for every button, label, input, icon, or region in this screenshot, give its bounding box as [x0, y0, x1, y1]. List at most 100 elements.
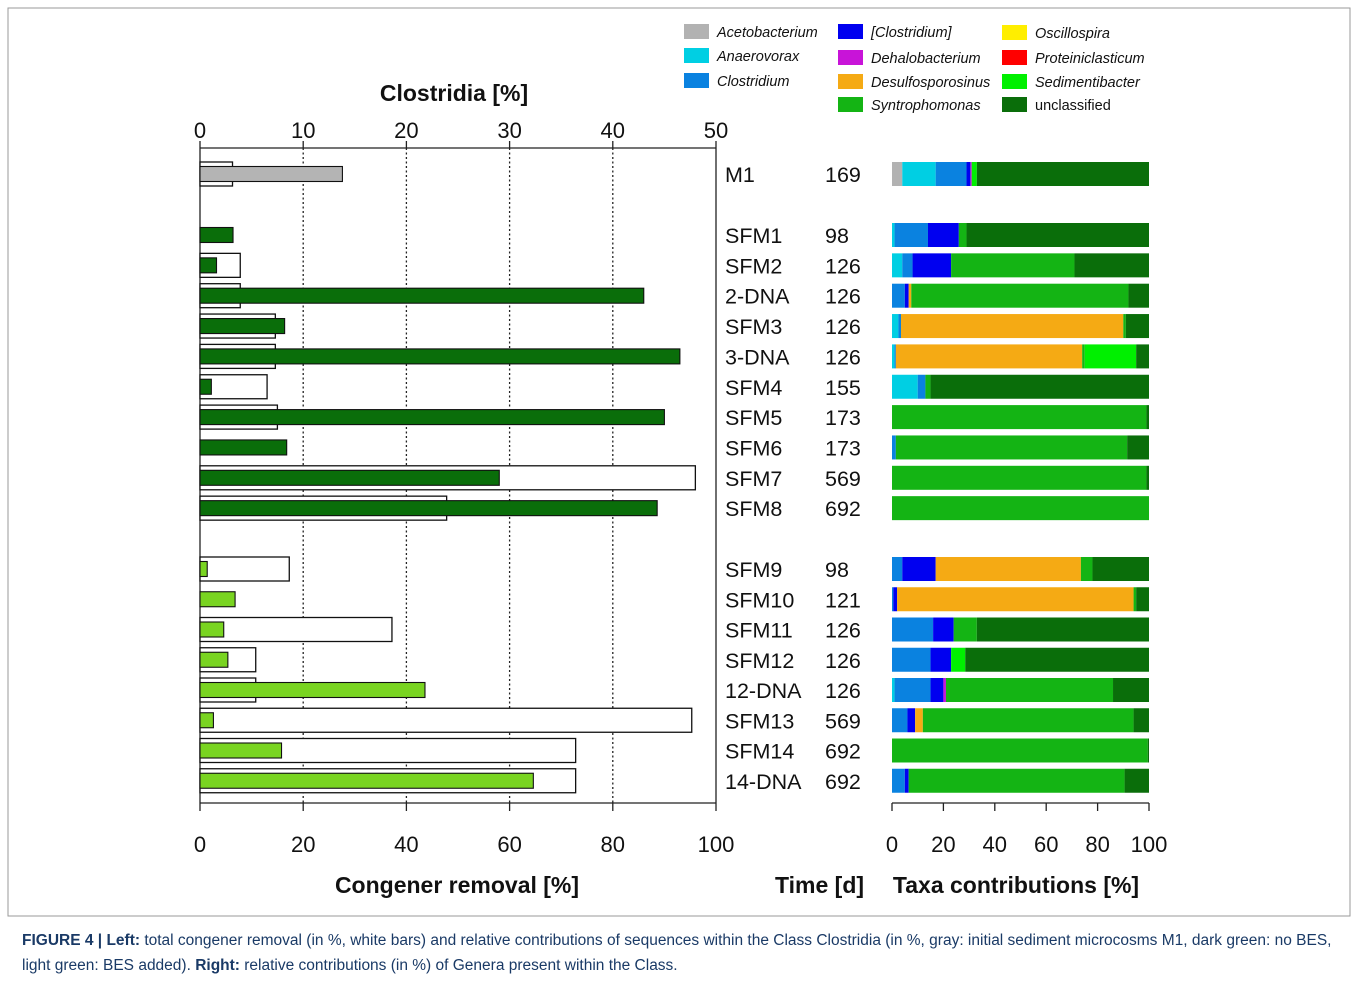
right-chart: 0 20 40 60 80 100 Taxa contributions [%] [886, 162, 1167, 898]
taxa-segment [925, 374, 931, 399]
sample-label: SFM13 [725, 709, 794, 733]
taxa-segment [900, 314, 1124, 339]
legend-swatch [838, 50, 863, 65]
top-tick-label: 30 [497, 118, 521, 143]
legend-swatch [684, 73, 709, 88]
time-value: 692 [825, 770, 861, 794]
taxa-segment [892, 496, 1149, 521]
sample-label: SFM5 [725, 406, 782, 430]
taxa-segment [892, 253, 903, 278]
legend-label: Desulfosporosinus [871, 75, 990, 91]
sample-label: SFM6 [725, 436, 782, 460]
taxa-segment [930, 374, 1149, 399]
clostridia-bar [199, 226, 234, 244]
clostridia-bar [199, 287, 645, 304]
clostridia-bar [199, 681, 426, 699]
sample-label: SFM2 [725, 254, 782, 278]
legend-swatch [838, 97, 863, 112]
legend-label: unclassified [1035, 98, 1111, 114]
taxa-tick-label: 20 [931, 832, 955, 857]
taxa-segment [1082, 344, 1085, 369]
removal-bar [199, 556, 290, 582]
time-value: 569 [825, 467, 861, 491]
legend-swatch [1002, 25, 1027, 40]
taxa-segment [930, 647, 952, 672]
taxa-segment [904, 768, 909, 793]
taxa-segment [892, 435, 896, 460]
clostridia-bar [199, 651, 229, 668]
taxa-segment [892, 223, 895, 247]
taxa-segment [892, 678, 895, 702]
taxa-segment [892, 617, 934, 642]
clostridia-bar [199, 165, 343, 183]
taxa-segment [1136, 587, 1149, 612]
taxa-segment [892, 587, 894, 612]
time-value: 126 [825, 315, 861, 339]
taxa-segment [1136, 344, 1149, 369]
taxa-segment [1113, 678, 1149, 702]
taxa-segment [912, 253, 952, 278]
taxa-segment [892, 374, 918, 399]
sample-label: SFM14 [725, 740, 794, 764]
taxa-segment [922, 708, 1134, 733]
clostridia-bar [199, 591, 236, 608]
taxa-segment [892, 314, 899, 339]
sample-label: 3-DNA [725, 345, 790, 369]
clostridia-bar [199, 257, 218, 274]
legend-label: Oscillospira [1035, 26, 1110, 42]
time-value: 126 [825, 285, 861, 309]
time-axis-title: Time [d] [775, 872, 864, 898]
taxa-segment [902, 557, 936, 581]
figure-frame [7, 7, 1351, 917]
time-value: 126 [825, 679, 861, 703]
top-tick-label: 40 [601, 118, 625, 143]
caption-right-text: relative contributions (in %) of Genera … [239, 957, 678, 974]
sample-label: SFM12 [725, 649, 794, 673]
caption-prefix: FIGURE 4 | [22, 932, 107, 949]
taxa-segment [907, 708, 916, 733]
taxa-segment [895, 344, 1083, 369]
taxa-tick-label: 40 [983, 832, 1007, 857]
time-value: 173 [825, 436, 861, 460]
caption-left-label: Left: [106, 932, 141, 949]
top-tick-label: 10 [291, 118, 315, 143]
top-tick-label: 20 [394, 118, 418, 143]
taxa-segment [894, 223, 928, 247]
legend-label: [Clostridium] [870, 25, 953, 41]
sample-label: SFM8 [725, 497, 782, 521]
clostridia-bar [199, 348, 681, 365]
taxa-segment [943, 678, 946, 702]
taxa-segment [953, 617, 977, 642]
taxa-segment [1133, 708, 1149, 733]
removal-bar [199, 707, 693, 733]
time-value: 126 [825, 649, 861, 673]
bottom-tick-label: 80 [601, 832, 625, 857]
taxa-segment [892, 768, 905, 793]
bottom-tick-label: 0 [194, 832, 206, 857]
taxa-segment [895, 435, 1128, 460]
taxa-segment [892, 647, 931, 672]
clostridia-bar [199, 712, 214, 729]
legend-swatch [1002, 50, 1027, 65]
taxa-segment [930, 678, 944, 702]
legend-swatch [838, 24, 863, 39]
taxa-segment [1123, 314, 1126, 339]
clostridia-bar [199, 742, 283, 759]
left-chart: 0 10 20 30 40 50 Clostridia [%] 0 20 40 60 80 100 Con… [194, 80, 734, 898]
taxa-segment [966, 162, 971, 186]
taxa-segment [894, 344, 896, 369]
legend-label: Acetobacterium [716, 25, 818, 41]
taxa-segment [945, 678, 1114, 702]
taxa-tick-label: 100 [1131, 832, 1168, 857]
legend-swatch [838, 74, 863, 89]
taxa-segment [951, 647, 966, 672]
bottom-tick-label: 40 [394, 832, 418, 857]
taxa-segment [966, 223, 1149, 247]
clostridia-bar [199, 409, 665, 426]
legend-swatch [1002, 74, 1027, 89]
sample-label: SFM9 [725, 558, 782, 582]
taxa-segment [1147, 738, 1149, 763]
taxa-segment [976, 162, 1149, 186]
taxa-segment [893, 587, 898, 612]
